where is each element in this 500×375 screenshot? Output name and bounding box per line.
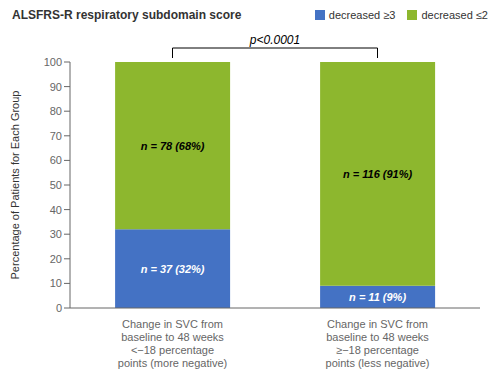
svg-text:0: 0 bbox=[56, 302, 62, 314]
svg-text:p<0.0001: p<0.0001 bbox=[249, 33, 300, 47]
html-text:ALSFRS-R respiratory subdomain: ALSFRS-R respiratory subdomain score bbox=[12, 8, 242, 22]
html-text:decreased ≤2: decreased ≤2 bbox=[421, 9, 488, 21]
svg-text:10: 10 bbox=[50, 277, 62, 289]
svg-text:80: 80 bbox=[50, 105, 62, 117]
svg-text:20: 20 bbox=[50, 253, 62, 265]
svg-text:70: 70 bbox=[50, 130, 62, 142]
svg-text:n = 37 (32%): n = 37 (32%) bbox=[141, 263, 205, 275]
svg-text:90: 90 bbox=[50, 81, 62, 93]
svg-text:n = 116 (91%): n = 116 (91%) bbox=[343, 168, 413, 180]
svg-text:60: 60 bbox=[50, 154, 62, 166]
html-text:decreased ≥3: decreased ≥3 bbox=[328, 9, 396, 21]
svg-text:30: 30 bbox=[50, 228, 62, 240]
svg-text:40: 40 bbox=[50, 204, 62, 216]
svg-text:100: 100 bbox=[44, 56, 62, 68]
svg-text:50: 50 bbox=[50, 179, 62, 191]
svg-text:n = 78 (68%): n = 78 (68%) bbox=[141, 140, 205, 152]
svg-text:Change in SVC frombaseline to: Change in SVC frombaseline to 48 weeks<−… bbox=[118, 318, 227, 369]
svg-text:n = 11 (9%): n = 11 (9%) bbox=[349, 291, 406, 303]
svg-text:Change in SVC frombaseline to: Change in SVC frombaseline to 48 weeks≥−… bbox=[326, 318, 430, 369]
svg-text:Percentage of Patients for Eac: Percentage of Patients for Each Group bbox=[9, 91, 21, 280]
